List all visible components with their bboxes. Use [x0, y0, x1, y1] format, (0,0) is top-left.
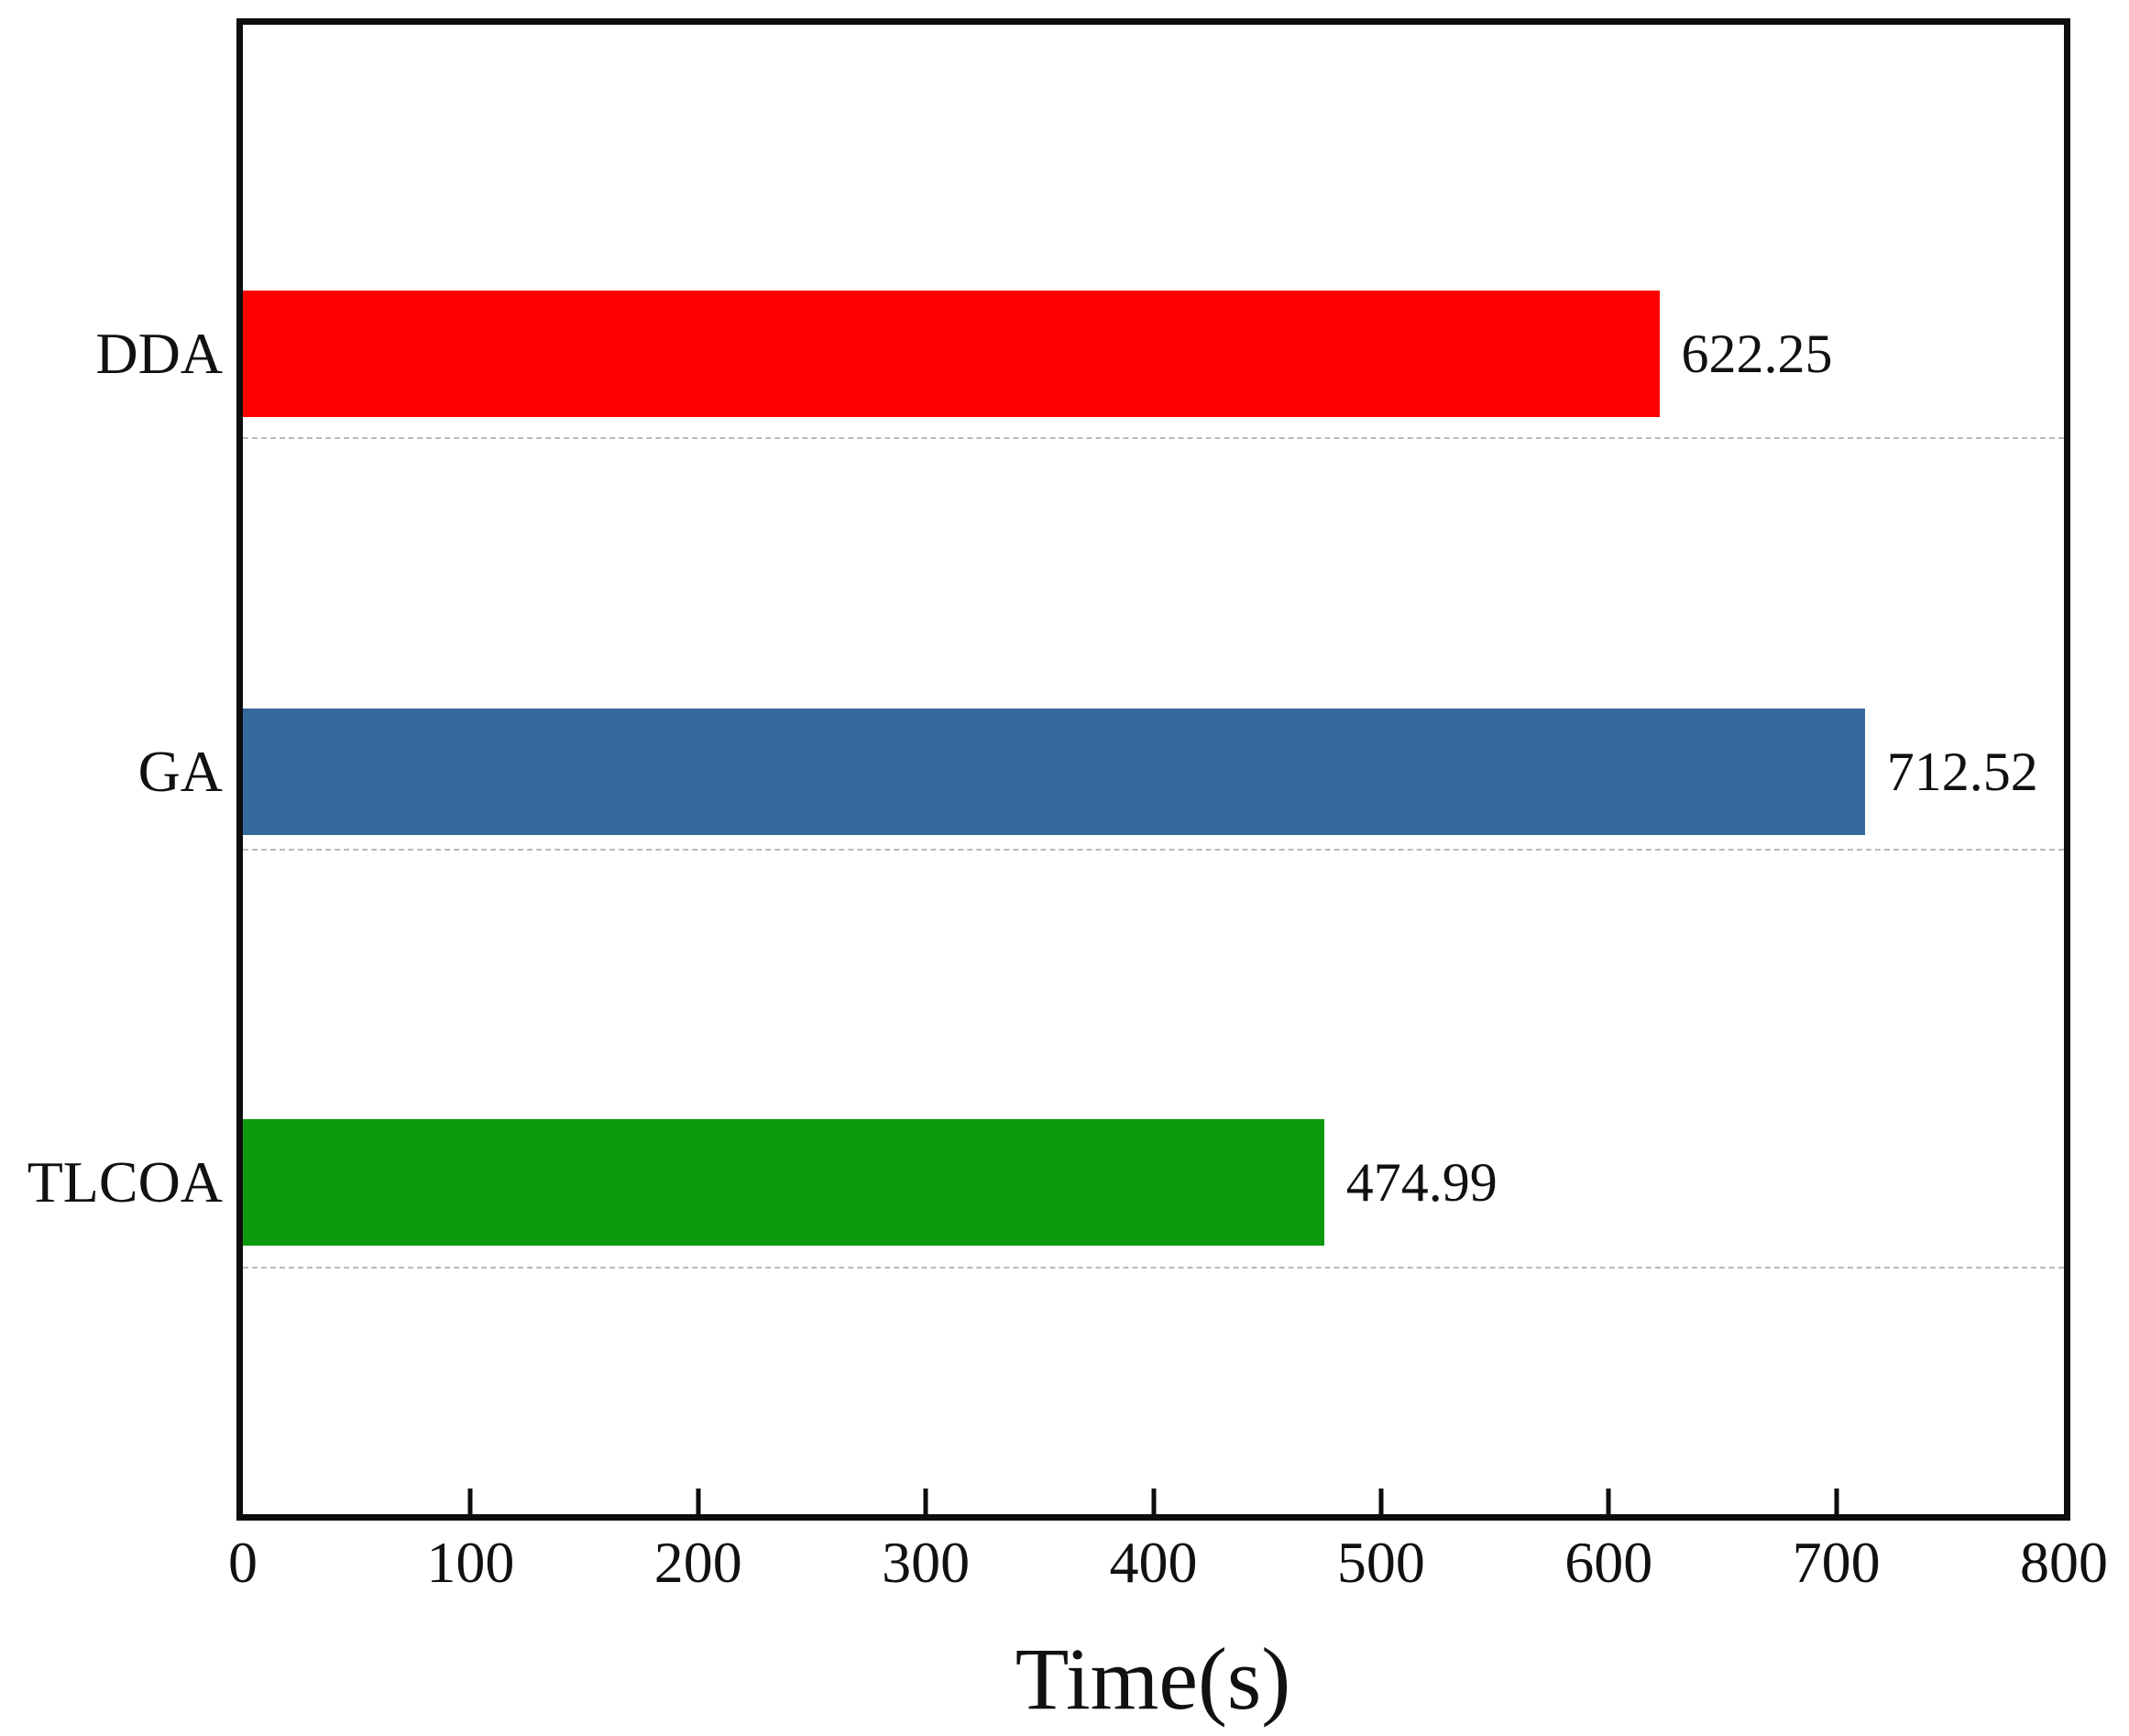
gridline [243, 1267, 2064, 1269]
plot-area [236, 18, 2070, 1521]
x-tick [696, 1489, 701, 1514]
bar-dda [243, 291, 1660, 418]
x-tick-label: 600 [1564, 1530, 1653, 1595]
x-tick-label: 200 [653, 1530, 742, 1595]
x-tick [467, 1489, 473, 1514]
x-tick [1606, 1489, 1611, 1514]
x-tick [1834, 1489, 1839, 1514]
x-tick-label: 500 [1336, 1530, 1425, 1595]
x-tick-label: 700 [1792, 1530, 1881, 1595]
x-tick [1378, 1489, 1384, 1514]
category-label-tlcoa: TLCOA [27, 1149, 223, 1215]
x-tick-label: 800 [2020, 1530, 2108, 1595]
gridline [243, 848, 2064, 851]
gridline [243, 437, 2064, 440]
x-tick [923, 1489, 928, 1514]
x-tick-label: 100 [426, 1530, 515, 1595]
bar-ga [243, 708, 1865, 835]
x-tick-label: 400 [1109, 1530, 1198, 1595]
category-label-ga: GA [137, 738, 223, 804]
value-label-ga: 712.52 [1886, 741, 2038, 802]
x-tick [1151, 1489, 1156, 1514]
value-label-tlcoa: 474.99 [1345, 1152, 1498, 1214]
x-axis-title: Time(s) [1015, 1630, 1291, 1728]
x-tick-label: 0 [228, 1530, 258, 1595]
bar-tlcoa [243, 1119, 1324, 1247]
value-label-dda: 622.25 [1681, 324, 1833, 385]
category-label-dda: DDA [95, 321, 223, 387]
x-tick-label: 300 [882, 1530, 971, 1595]
